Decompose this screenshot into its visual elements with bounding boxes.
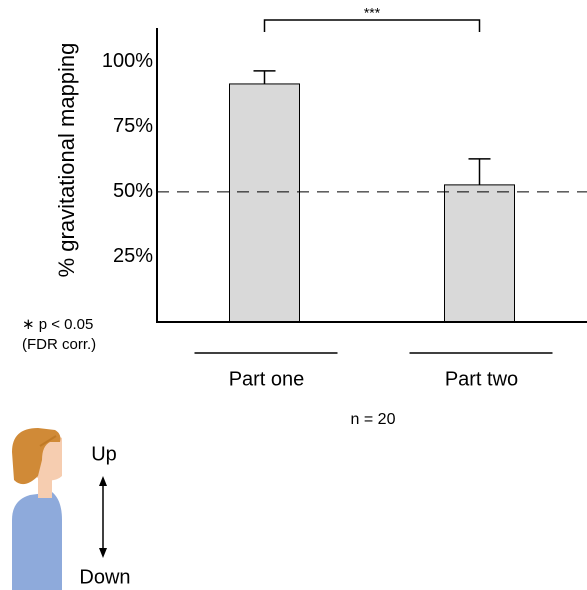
direction-arrow	[99, 476, 107, 558]
axes	[157, 28, 587, 322]
shirt	[12, 492, 62, 590]
arrow-head	[99, 476, 107, 486]
y-tick-label: 25%	[113, 245, 153, 267]
x-tick-label: Part one	[229, 368, 305, 390]
legend-label: Down	[79, 566, 130, 588]
error-bar	[469, 159, 491, 185]
y-tick-label: 75%	[113, 115, 153, 137]
significance-bracket	[265, 20, 480, 32]
x-tick-label: Part two	[445, 368, 518, 390]
significance-label: ***	[364, 5, 381, 21]
y-axis-label: % gravitational mapping	[54, 43, 79, 278]
bar	[230, 84, 300, 322]
error-bar	[254, 71, 276, 84]
annotation: n = 20	[351, 411, 396, 428]
chart: % gravitational mapping ∗ p < 0.05 (FDR …	[0, 0, 587, 590]
person-illustration	[12, 428, 62, 590]
legend-label: Up	[91, 443, 117, 465]
arrow-head	[99, 548, 107, 558]
bar	[445, 185, 515, 322]
annotation: ∗ p < 0.05	[22, 316, 93, 333]
y-tick-label: 100%	[102, 50, 153, 72]
y-tick-label: 50%	[113, 180, 153, 202]
annotation: (FDR corr.)	[22, 336, 96, 353]
